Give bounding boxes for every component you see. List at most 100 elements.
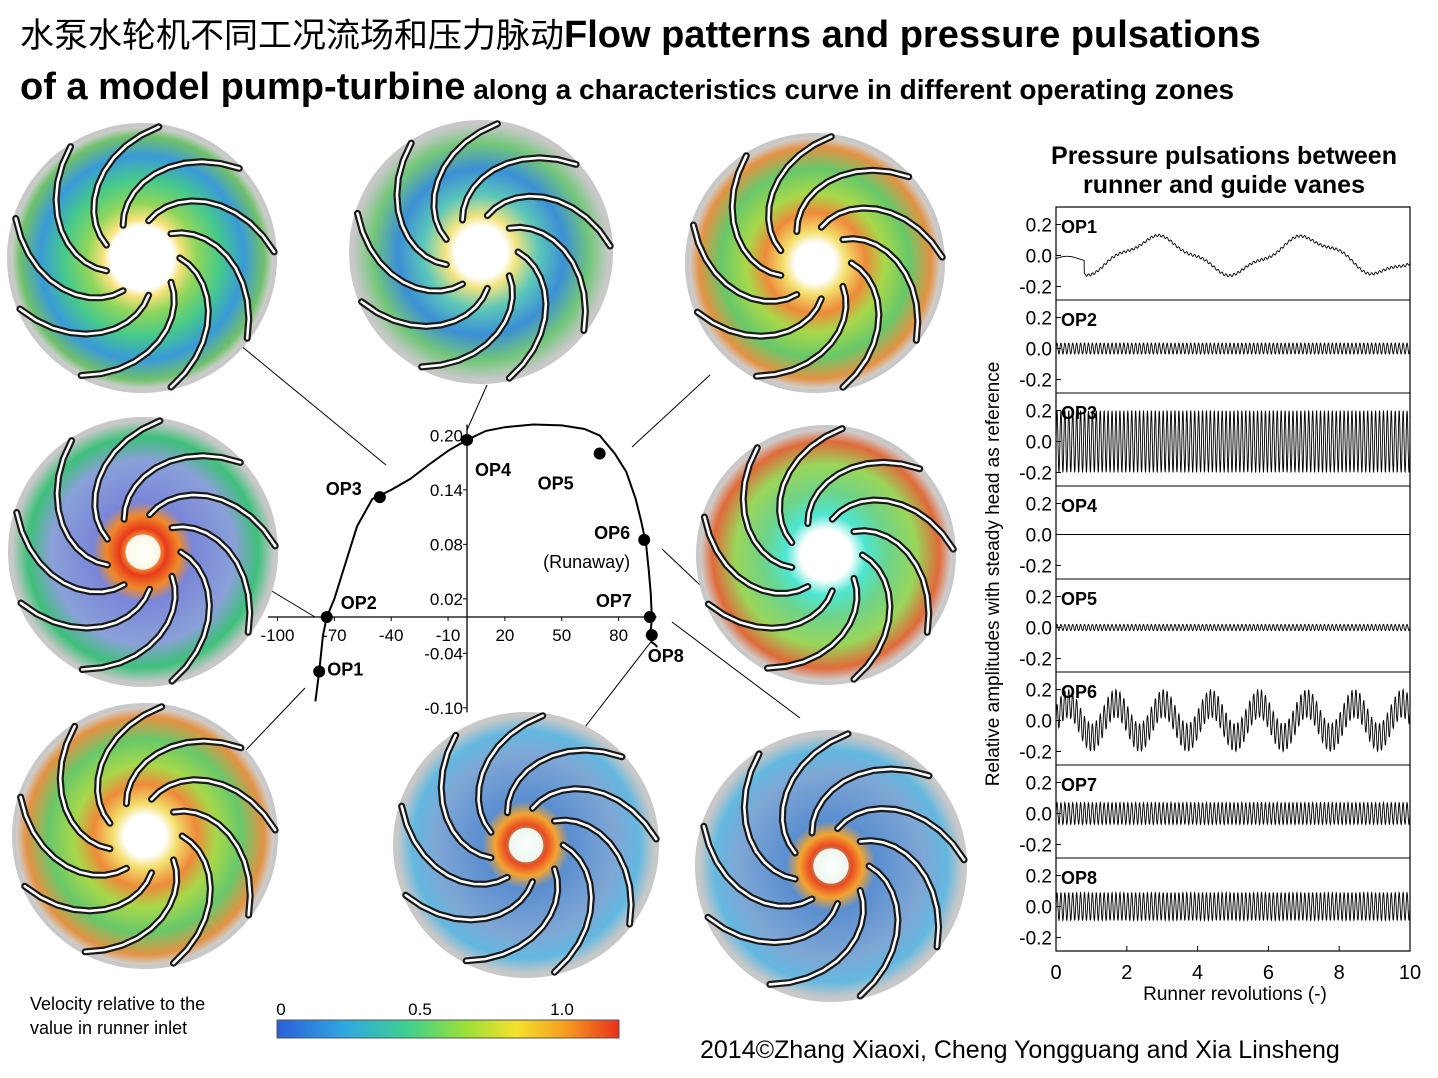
title-english-line2-tail: along a characteristics curve in differe… [465,74,1235,105]
runner-blade-highlight [464,867,560,963]
runner-blade-highlight [23,871,153,913]
leader-line-op3 [239,344,387,466]
runner-blade-highlight [553,843,593,974]
operating-point-label: OP8 [648,646,684,666]
operating-point-op8 [645,629,658,642]
page-title: 水泵水轮机不同工况流场和压力脉动Flow patterns and pressu… [20,10,1261,61]
runner-blade-highlight [696,297,823,338]
pp-y-tick-label: 0.0 [1026,247,1052,268]
runner-images [7,120,968,1002]
runner-blade-highlight [14,217,125,300]
leader-lines [239,344,801,753]
runner-blade-highlight [741,446,794,569]
colorbar-caption-line2: value in runner inlet [30,1018,188,1038]
pp-y-tick-label: -0.2 [1019,464,1052,485]
pp-y-tick-label: -0.2 [1019,836,1052,857]
runner-blade-highlight [404,880,534,922]
panel-label-op5: OP5 [1061,589,1097,609]
runner-op2 [8,417,279,687]
runner-blade-highlight [55,439,109,567]
runner-blade-highlight [96,705,163,825]
runner-blade-highlight [147,199,276,254]
pp-y-tick-label: -0.2 [1019,929,1052,950]
runner-hub [809,538,843,572]
pp-y-tick-label: -0.2 [1019,650,1052,671]
runner-blade-highlight [795,168,910,233]
operating-point-label: OP3 [326,479,362,499]
pp-y-tick-label: 0.2 [1026,495,1052,516]
x-tick-label: -100 [260,626,294,645]
runner-blade-highlight [170,525,252,634]
runner-blade-highlight [19,587,151,630]
operating-point-op1 [313,665,326,678]
runner-blade-highlight [730,154,783,277]
runner-blade-highlight [781,732,850,855]
runner-op6 [696,425,957,685]
runner-blade-highlight [707,589,834,630]
pp-y-tick-label: 0.0 [1026,619,1052,640]
pressure-pulsation-chart: 0.20.0-0.2OP10.20.0-0.2OP20.20.0-0.2OP30… [1019,206,1421,984]
pp-x-tick-label: 6 [1263,962,1274,984]
runner-blade-highlight [172,809,252,917]
runner-blade-highlight [80,575,177,671]
pp-x-tick-label: 0 [1050,962,1061,984]
leader-line-op7 [584,633,658,728]
operating-point-label: OP6 [594,523,630,543]
runner-blade-highlight [169,256,210,389]
pressure-chart-ylabel: Relative amplitudes with steady head as … [983,361,1004,787]
runner-blade-highlight [79,281,176,377]
runner-op5 [685,133,946,393]
colorbar-tick-label: 0 [276,1000,285,1019]
x-tick-label: -40 [379,626,404,645]
runner-blade-highlight [395,141,448,266]
colorbar-gradient [276,1019,620,1039]
x-tick-label: -70 [322,626,347,645]
pressure-chart-title-line2: runner and guide vanes [1082,171,1365,199]
y-tick-label: 0.20 [430,426,463,445]
pp-y-tick-label: 0.2 [1026,681,1052,702]
leader-line-op1 [243,687,306,753]
waveform-op1 [1055,233,1411,278]
pp-y-tick-label: 0.0 [1026,526,1052,547]
x-tick-label: -10 [436,626,461,645]
runner-blade-highlight [852,529,931,634]
operating-point-op5 [593,447,606,460]
runner-blade-highlight [122,454,242,521]
panel-label-op1: OP1 [1061,217,1097,237]
runner-blade-highlight [858,864,900,998]
runner-blade-highlight [841,261,881,389]
runner-blade-highlight [692,223,799,303]
waveform-op5 [1055,623,1411,632]
runner-blade-highlight [439,734,493,859]
runner-blade-highlight [703,515,810,595]
runner-blade-highlight [18,293,150,336]
runner-blade-highlight [508,225,587,332]
waveform-op3 [1055,409,1411,474]
panel-label-op7: OP7 [1061,775,1097,795]
runner-blade-highlight [461,156,578,222]
panel-label-op4: OP4 [1061,496,1097,516]
pp-y-tick-label: 0.0 [1026,805,1052,826]
y-tick-label: -0.10 [424,699,463,718]
runner-blade-highlight [852,553,892,681]
operating-point-op4 [461,433,473,446]
leader-line-op8 [671,621,801,719]
runner-blade-highlight [755,285,848,378]
y-tick-label: -0.04 [424,644,463,663]
runner-blade-highlight [768,889,865,986]
characteristic-curve-chart: -100 -70 -40 -10 20 50 80 0.20 0.14 0.08 0.02 -0.04… [260,423,684,718]
pp-x-tick-label: 2 [1121,962,1132,984]
y-tick-label: 0.02 [430,590,463,609]
pp-x-tick-label: 4 [1192,962,1203,984]
runner-hub [463,234,499,270]
operating-point-op6 [638,533,651,546]
runner-blade-highlight [150,778,277,832]
runner-blade-highlight [858,839,940,949]
runner-blade-highlight [778,427,844,544]
operating-point-label: OP4 [475,460,511,480]
runaway-annotation: (Runaway) [543,552,630,572]
runner-hub [813,848,849,884]
operating-point-label: OP7 [596,591,632,611]
waveform-op6 [1055,688,1411,753]
